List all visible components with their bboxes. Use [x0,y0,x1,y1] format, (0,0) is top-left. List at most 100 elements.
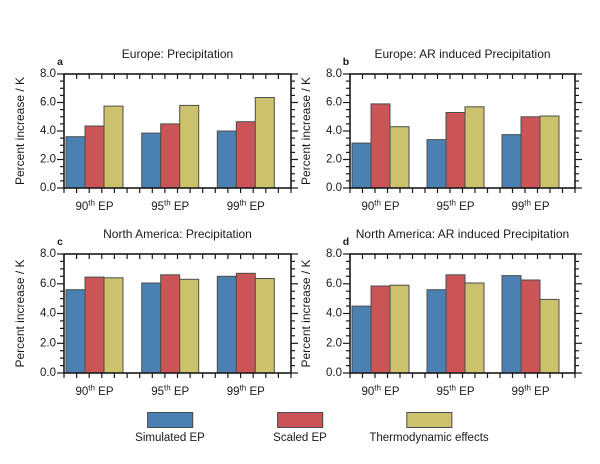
bars [65,97,275,189]
x-category-labels: 90th EP 95th EP 99th EP [361,199,549,214]
bar-thermodynamic-effects [254,97,275,189]
panel-letter: b [343,56,349,68]
bar-thermodynamic-effects [464,282,485,374]
panel-letter: c [57,236,63,248]
y-tick-label: 6.0 [40,278,56,290]
y-tick-label: 0.0 [40,367,56,379]
plot-frame [349,73,576,189]
chart-panel-b: 0.0 2.0 4.0 6.0 8.0 90th EP 95th EP 99th EP Euro… [299,47,582,213]
y-tick-labels: 0.0 2.0 4.0 6.0 8.0 [40,68,56,194]
bar-thermodynamic-effects [464,106,485,189]
x-category-labels: 90th EP 95th EP 99th EP [75,199,265,214]
y-axis-label: Percent increase / K [13,259,27,367]
x-category-label: 95th EP [436,384,474,399]
x-category-label: 95th EP [151,199,189,214]
chart-panel-a: 0.0 2.0 4.0 6.0 8.0 90th EP 95th EP 99th EP Euro… [13,47,298,213]
y-tick-label: 2.0 [40,154,56,166]
bar-simulated-ep [351,142,372,189]
legend-label: Simulated EP [135,432,205,444]
bars [65,272,275,374]
y-tick-label: 8.0 [40,68,56,80]
y-tick-label: 4.0 [326,125,342,137]
bar-thermodynamic-effects [389,284,410,374]
legend-label: Scaled EP [273,432,327,444]
x-category-label: 99th EP [511,384,549,399]
x-category-label: 90th EP [361,199,399,214]
y-tick-label: 6.0 [326,278,342,290]
bar-simulated-ep [426,289,447,374]
bar-thermodynamic-effects [103,277,124,374]
bar-scaled-ep [445,112,466,189]
bar-simulated-ep [216,275,237,374]
x-category-label: 95th EP [151,384,189,399]
bar-thermodynamic-effects [389,126,410,189]
y-tick-labels: 0.0 2.0 4.0 6.0 8.0 [326,248,342,379]
y-tick-label: 0.0 [326,182,342,194]
y-tick-label: 2.0 [326,337,342,349]
bar-scaled-ep [520,279,541,374]
panel-title: North America: AR induced Precipitation [356,227,569,241]
bar-simulated-ep [501,275,522,374]
y-tick-label: 0.0 [326,367,342,379]
bars [351,103,560,189]
bar-scaled-ep [445,274,466,374]
bar-simulated-ep [216,130,237,189]
y-tick-label: 4.0 [40,125,56,137]
y-tick-label: 4.0 [326,308,342,320]
bar-thermodynamic-effects [103,105,124,189]
bar-scaled-ep [84,125,105,189]
bar-thermodynamic-effects [254,278,275,374]
bars [351,274,560,374]
x-category-label: 90th EP [75,199,113,214]
x-category-label: 99th EP [511,199,549,214]
panel-title: Europe: AR induced Precipitation [374,47,550,61]
chart-panel-c: 0.0 2.0 4.0 6.0 8.0 90th EP 95th EP 99th EP Nort… [13,227,298,398]
plot-frame [63,253,292,374]
plot-frame [349,253,576,374]
x-category-label: 99th EP [227,199,265,214]
bar-simulated-ep [141,282,162,374]
legend: Simulated EP Scaled EP Thermodynamic eff… [0,410,600,454]
legend-item-thermodynamic-effects: Thermodynamic effects [369,412,489,444]
y-tick-label: 2.0 [326,154,342,166]
x-category-label: 99th EP [227,384,265,399]
y-tick-label: 6.0 [40,97,56,109]
bar-scaled-ep [235,272,256,374]
bar-thermodynamic-effects [539,115,560,189]
legend-label: Thermodynamic effects [369,432,489,444]
y-tick-label: 8.0 [326,68,342,80]
legend-item-simulated-ep: Simulated EP [135,412,205,444]
y-axis-label: Percent increase / K [13,77,27,185]
legend-item-scaled-ep: Scaled EP [273,412,327,444]
panel-letter: a [57,56,63,68]
x-category-labels: 90th EP 95th EP 99th EP [75,384,265,399]
bar-simulated-ep [351,305,372,374]
x-category-label: 90th EP [361,384,399,399]
y-tick-label: 0.0 [40,182,56,194]
plot-frame [63,73,292,189]
bar-scaled-ep [370,285,391,374]
bar-scaled-ep [84,276,105,374]
bar-simulated-ep [65,136,86,189]
panel-title: North America: Precipitation [103,227,252,241]
y-tick-labels: 0.0 2.0 4.0 6.0 8.0 [326,68,342,194]
panel-title: Europe: Precipitation [122,47,233,61]
y-tick-label: 4.0 [40,308,56,320]
bar-scaled-ep [520,116,541,189]
x-category-label: 90th EP [75,384,113,399]
bar-simulated-ep [141,132,162,189]
legend-swatch-thermodynamic-effects [406,412,452,428]
bar-simulated-ep [501,134,522,189]
bar-scaled-ep [235,121,256,189]
bar-thermodynamic-effects [179,278,200,374]
y-tick-labels: 0.0 2.0 4.0 6.0 8.0 [40,248,56,379]
bar-scaled-ep [160,123,181,189]
chart-panel-d: 0.0 2.0 4.0 6.0 8.0 90th EP 95th EP 99th EP Nort… [299,227,582,398]
bar-thermodynamic-effects [179,104,200,189]
panel-letter: d [343,236,349,248]
bar-thermodynamic-effects [539,298,560,374]
legend-swatch-scaled-ep [276,412,323,428]
y-tick-label: 8.0 [40,248,56,260]
